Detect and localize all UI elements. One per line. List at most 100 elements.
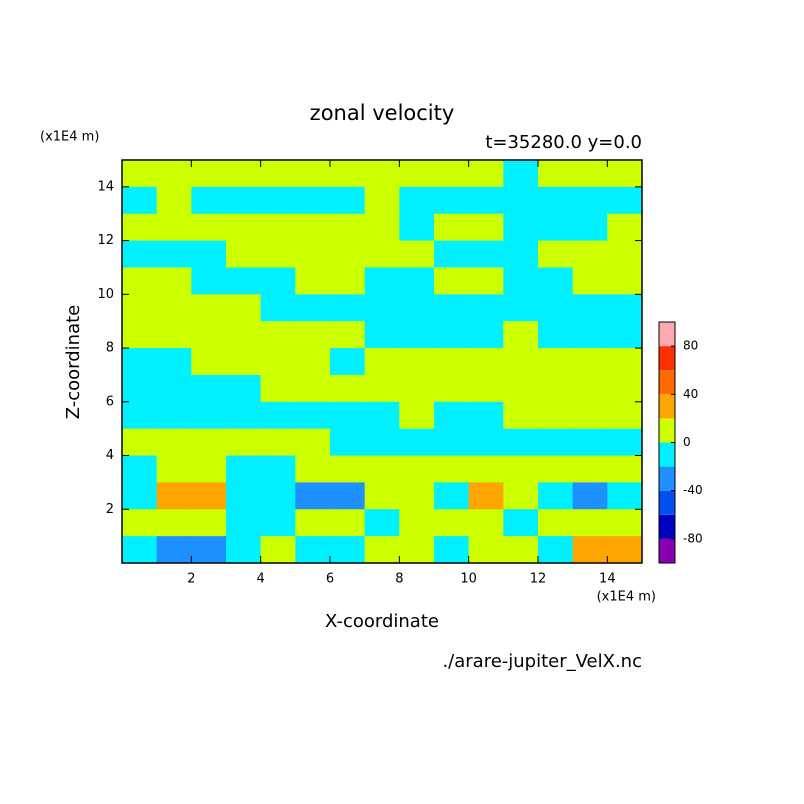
contour-cell (330, 482, 366, 510)
contour-cell (468, 401, 504, 430)
y-unit: (x1E4 m) (40, 130, 99, 145)
contour-cell (399, 160, 435, 188)
contour-cell (122, 160, 158, 188)
contour-cell (122, 186, 158, 215)
contour-cell (399, 321, 435, 349)
contour-cell (122, 213, 158, 242)
contour-cell (330, 160, 366, 188)
contour-cell (156, 213, 192, 242)
contour-cell (572, 186, 608, 215)
contour-cell (538, 267, 574, 295)
colorbar-swatch (659, 466, 675, 491)
contour-cell (538, 482, 574, 510)
contour-cell (226, 348, 262, 376)
contour-cell (364, 374, 400, 403)
y-tick-label: 6 (106, 394, 114, 409)
x-axis-label: X-coordinate (325, 611, 439, 632)
contour-cell (191, 240, 227, 268)
contour-cell (572, 160, 608, 188)
contour-cell (503, 509, 539, 537)
contour-cell (226, 428, 262, 457)
contour-cell (538, 374, 574, 403)
contour-cell (156, 294, 192, 322)
contour-cell (399, 267, 435, 295)
contour-cell (226, 186, 262, 215)
colorbar-swatch (659, 370, 675, 395)
contour-cell (260, 213, 296, 242)
contour-cell (364, 294, 400, 322)
contour-cell (468, 240, 504, 268)
contour-cell (399, 482, 435, 510)
contour-cell (538, 294, 574, 322)
contour-cell (295, 186, 331, 215)
contour-cell (330, 213, 366, 242)
contour-cell (260, 374, 296, 403)
colorbar-swatch (659, 514, 675, 539)
contour-cell (330, 186, 366, 215)
contour-cell (226, 374, 262, 403)
contour-cell (503, 455, 539, 483)
colorbar-tick-label: 40 (683, 387, 698, 401)
contour-cell (538, 509, 574, 537)
contour-cell (399, 240, 435, 268)
contour-cell (607, 294, 643, 322)
contour-cell (572, 374, 608, 403)
contour-cell (468, 294, 504, 322)
contour-cell (572, 536, 608, 564)
contour-cell (122, 294, 158, 322)
x-tick-label: 6 (326, 572, 334, 587)
contour-cell (260, 401, 296, 430)
contour-cell (607, 428, 643, 457)
contour-cell (191, 428, 227, 457)
contour-cell (607, 321, 643, 349)
contour-cell (156, 240, 192, 268)
contour-cell (434, 294, 470, 322)
contour-cell (295, 536, 331, 564)
contour-cell (226, 240, 262, 268)
contour-cell (399, 428, 435, 457)
contour-cell (260, 455, 296, 483)
contour-cell (468, 348, 504, 376)
axes: 2 4 6 8 10 12 14 2 4 6 8 10 12 14 -80 -40 0 40 80 (97, 159, 703, 587)
plot-frame (121, 159, 643, 564)
contour-cell (191, 321, 227, 349)
contour-cell (572, 267, 608, 295)
contour-cell (156, 401, 192, 430)
contour-cell (191, 294, 227, 322)
y-tick-label: 10 (97, 287, 114, 302)
contour-cell (572, 240, 608, 268)
contour-cell (330, 428, 366, 457)
contour-cell (364, 401, 400, 430)
contour-cell (364, 321, 400, 349)
contour-cell (434, 482, 470, 510)
contour-cell (399, 294, 435, 322)
contour-cell (434, 536, 470, 564)
contour-cell (260, 186, 296, 215)
contour-cell (330, 401, 366, 430)
contour-cell (260, 509, 296, 537)
contour-cell (122, 482, 158, 510)
contour-cell (191, 536, 227, 564)
contour-cell (607, 509, 643, 537)
contour-cell (538, 536, 574, 564)
contour-cell (503, 213, 539, 242)
contour-cell (191, 374, 227, 403)
contour-cell (572, 509, 608, 537)
contour-cell (364, 160, 400, 188)
contour-cell (226, 401, 262, 430)
contour-cell (260, 348, 296, 376)
contour-cell (538, 428, 574, 457)
contour-cell (330, 267, 366, 295)
contour-cell (434, 401, 470, 430)
contour-cell (295, 482, 331, 510)
contour-cell (295, 267, 331, 295)
contour-cell (607, 455, 643, 483)
contour-cell (503, 267, 539, 295)
colorbar-swatch (659, 394, 675, 419)
contour-cell (156, 428, 192, 457)
contour-cell (503, 240, 539, 268)
contour-cell (503, 348, 539, 376)
contour-cell (330, 536, 366, 564)
contour-cell (468, 213, 504, 242)
